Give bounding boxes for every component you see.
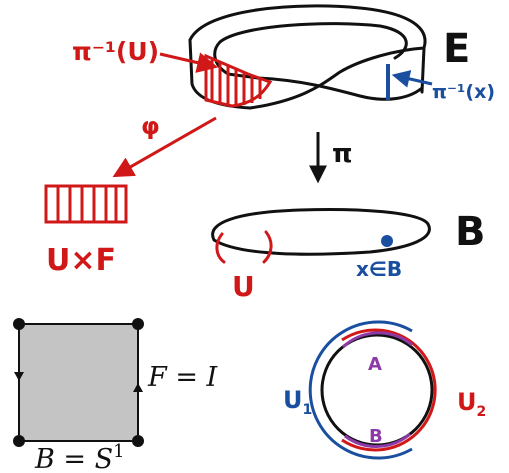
overlap-b-arc <box>344 432 411 448</box>
point-x <box>381 235 393 247</box>
base-equation: B = S1 <box>34 441 125 473</box>
trivialization-label: φ <box>141 112 160 140</box>
fiber-equation: F = I <box>147 362 219 393</box>
base-space-label: B <box>455 209 486 255</box>
open-set-label: U <box>232 270 255 303</box>
trivialization-arrow <box>112 116 217 178</box>
point-x-label: x∈B <box>356 257 402 281</box>
cover-u2-arc <box>341 328 437 452</box>
base-space-loop <box>211 208 431 256</box>
product-label: U×F <box>46 243 116 278</box>
cover-u1-arc <box>308 320 413 460</box>
overlap-a-arc <box>341 331 413 349</box>
product-rectangle <box>44 184 128 224</box>
preimage-x-label: π⁻¹(x) <box>432 81 495 103</box>
projection-label: π <box>332 139 353 169</box>
preimage-u-region <box>204 53 273 108</box>
overlap-b-label: B <box>369 426 383 447</box>
mobius-band <box>188 4 427 110</box>
overlap-a-label: A <box>368 354 382 375</box>
preimage-u-arrow <box>159 52 219 73</box>
open-set-u <box>215 230 273 264</box>
cover-u2-label: U2 <box>457 388 486 420</box>
total-space-label: E <box>443 26 470 72</box>
preimage-x-arrow <box>391 70 433 88</box>
identified-square <box>13 318 144 447</box>
cover-u1-label: U1 <box>283 386 312 418</box>
preimage-u-label: π⁻¹(U) <box>72 37 159 66</box>
